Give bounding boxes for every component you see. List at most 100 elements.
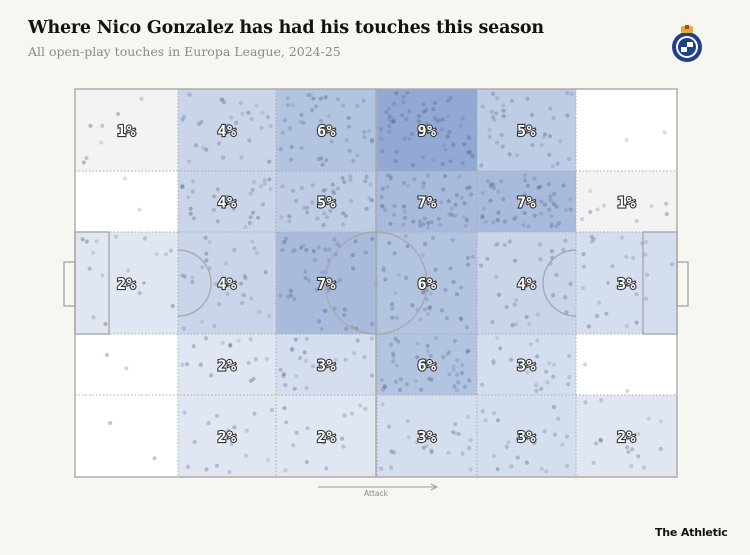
touch-dot bbox=[594, 441, 599, 446]
touch-dot bbox=[480, 104, 485, 109]
touch-dot bbox=[255, 251, 260, 256]
touch-dot bbox=[217, 302, 222, 307]
cell-value-label: 9% bbox=[417, 122, 436, 140]
touch-dot bbox=[444, 316, 449, 321]
touch-dot bbox=[488, 183, 493, 188]
touch-dot bbox=[321, 440, 326, 445]
touch-dot bbox=[402, 136, 407, 141]
touch-dot bbox=[185, 464, 190, 469]
touch-dot bbox=[252, 411, 257, 416]
touch-dot bbox=[459, 195, 464, 200]
touch-dot bbox=[465, 186, 470, 191]
touch-dot bbox=[425, 343, 430, 348]
touch-dot bbox=[544, 469, 549, 474]
touch-dot bbox=[394, 363, 399, 368]
touch-dot bbox=[301, 205, 306, 210]
touch-dot bbox=[391, 354, 396, 359]
cell-value-label: 2% bbox=[117, 275, 136, 293]
touch-dot bbox=[515, 436, 521, 441]
touch-dot bbox=[311, 249, 316, 254]
touch-dot bbox=[293, 337, 298, 342]
touch-dot bbox=[525, 96, 530, 101]
touch-dot bbox=[462, 215, 467, 220]
touch-dot bbox=[379, 377, 385, 382]
touch-dot bbox=[396, 272, 401, 277]
touch-dot bbox=[327, 114, 332, 119]
touch-dot bbox=[428, 353, 433, 358]
touch-dot bbox=[487, 134, 492, 139]
heat-cell-r1-c1 bbox=[75, 89, 178, 171]
touch-dot bbox=[187, 92, 192, 97]
touch-dot bbox=[316, 127, 321, 132]
touch-dot bbox=[491, 359, 496, 364]
touch-dot bbox=[358, 403, 363, 408]
touch-dot bbox=[301, 243, 306, 248]
touch-dot bbox=[226, 428, 231, 433]
touch-dot bbox=[644, 272, 650, 277]
heat-cell-r4-c4 bbox=[377, 334, 477, 395]
touch-dot bbox=[188, 211, 193, 216]
touch-dot bbox=[393, 336, 398, 341]
touch-dot bbox=[343, 357, 348, 362]
touch-dot bbox=[203, 235, 208, 240]
touch-dot bbox=[340, 436, 345, 441]
touch-dot bbox=[504, 444, 509, 449]
touch-dot bbox=[468, 467, 473, 472]
touch-dot bbox=[634, 219, 639, 224]
touch-dot bbox=[265, 457, 270, 462]
touch-dot bbox=[515, 455, 520, 460]
touch-dot bbox=[452, 384, 457, 389]
touch-dot bbox=[350, 411, 355, 416]
touch-dot bbox=[229, 442, 234, 447]
touch-dot bbox=[381, 205, 386, 210]
touch-dot bbox=[126, 268, 131, 273]
touch-dot bbox=[279, 214, 284, 220]
touch-dot bbox=[407, 108, 412, 114]
touch-dot bbox=[370, 139, 375, 144]
touch-dot bbox=[222, 201, 227, 206]
touch-dot bbox=[241, 293, 246, 298]
touch-dot bbox=[539, 199, 544, 204]
touch-dot bbox=[388, 173, 393, 178]
touch-dot bbox=[323, 187, 328, 192]
touch-dot bbox=[316, 245, 321, 250]
touch-dot bbox=[369, 373, 375, 378]
touch-dot bbox=[446, 199, 451, 204]
touch-dot bbox=[220, 97, 225, 102]
touch-dot bbox=[244, 428, 249, 433]
touch-dot bbox=[246, 110, 251, 115]
touch-dot bbox=[311, 96, 316, 101]
touch-dot bbox=[391, 212, 396, 217]
touch-dot bbox=[251, 376, 256, 381]
touch-dot bbox=[180, 273, 185, 278]
touch-dot bbox=[418, 223, 423, 228]
touch-dot bbox=[535, 338, 540, 343]
touch-dot bbox=[249, 116, 254, 122]
touch-dot bbox=[263, 270, 268, 275]
touch-dot bbox=[343, 213, 348, 218]
touch-dot bbox=[495, 336, 500, 341]
touch-dot bbox=[453, 431, 458, 436]
cell-value-label: 3% bbox=[517, 357, 536, 375]
touch-dot bbox=[217, 141, 222, 146]
touch-dot bbox=[421, 185, 426, 190]
touch-dot bbox=[388, 176, 393, 181]
touch-dot bbox=[394, 91, 399, 96]
touch-dot bbox=[163, 252, 169, 257]
touch-dot bbox=[445, 351, 450, 356]
touch-dot bbox=[392, 251, 397, 256]
touch-dot bbox=[583, 400, 588, 405]
touch-dot bbox=[180, 362, 185, 367]
touch-dot bbox=[427, 130, 433, 135]
touch-dot bbox=[324, 215, 330, 220]
heat-cell-r2-c3 bbox=[276, 171, 377, 232]
touch-dot bbox=[460, 363, 465, 368]
touch-dot bbox=[423, 307, 428, 312]
touch-dot bbox=[250, 187, 255, 192]
touch-dot bbox=[187, 159, 192, 164]
touch-dot bbox=[370, 137, 375, 143]
touch-dot bbox=[362, 135, 367, 140]
heat-cell-r1-c4 bbox=[377, 89, 477, 171]
touch-dot bbox=[498, 346, 503, 351]
touch-dot bbox=[267, 314, 272, 319]
